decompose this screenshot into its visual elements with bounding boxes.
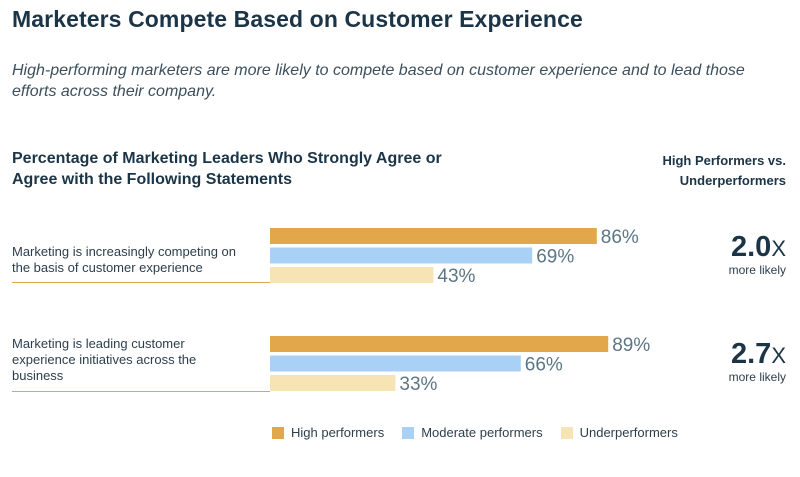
statement-divider-2 <box>12 391 270 392</box>
ratio-value-2: 2.7X <box>730 338 786 370</box>
bar-label-under-2: 33% <box>399 374 437 395</box>
legend-label-moderate: Moderate performers <box>421 425 543 440</box>
bar-label-moderate-1: 69% <box>536 247 574 268</box>
statement-divider-1 <box>12 282 270 283</box>
bar-high-1 <box>270 228 597 244</box>
bar-moderate-2 <box>270 355 521 372</box>
ratio-block-2: 2.7X more likely <box>666 339 786 384</box>
chart-subtitle: High-performing marketers are more likel… <box>12 62 745 100</box>
bar-label-under-1: 43% <box>437 266 475 287</box>
legend-item-under: Underperformers <box>560 425 678 440</box>
bar-label-high-1: 86% <box>601 227 639 248</box>
bar-moderate-1 <box>270 247 533 264</box>
bar-high-2 <box>270 336 609 352</box>
statement-label-1: Marketing is increasingly competing on t… <box>12 244 236 275</box>
chart-title: Marketers Compete Based on Customer Expe… <box>12 6 583 32</box>
comparison-heading: High Performers vs. Underperformers <box>662 153 786 188</box>
bar-under-2 <box>270 375 396 391</box>
legend-swatch-high <box>272 426 284 439</box>
ratio-value-1: 2.0X <box>730 231 786 263</box>
chart-legend: High performers Moderate performers Unde… <box>272 425 696 440</box>
legend-swatch-moderate <box>402 426 415 439</box>
legend-swatch-under <box>560 426 573 439</box>
ratio-sub-2: more likely <box>728 370 786 384</box>
bar-under-1 <box>270 267 434 283</box>
ratio-block-1: 2.0X more likely <box>666 232 786 277</box>
legend-label-high: High performers <box>291 425 385 440</box>
legend-item-moderate: Moderate performers <box>402 425 543 440</box>
section-heading: Percentage of Marketing Leaders Who Stro… <box>12 150 442 188</box>
legend-label-under: Underperformers <box>579 425 678 440</box>
legend-item-high: High performers <box>272 425 384 440</box>
bar-label-high-2: 89% <box>612 335 650 356</box>
ratio-sub-1: more likely <box>728 263 786 277</box>
statement-label-2: Marketing is leading customer experience… <box>12 336 197 383</box>
bar-label-moderate-2: 66% <box>525 355 563 376</box>
